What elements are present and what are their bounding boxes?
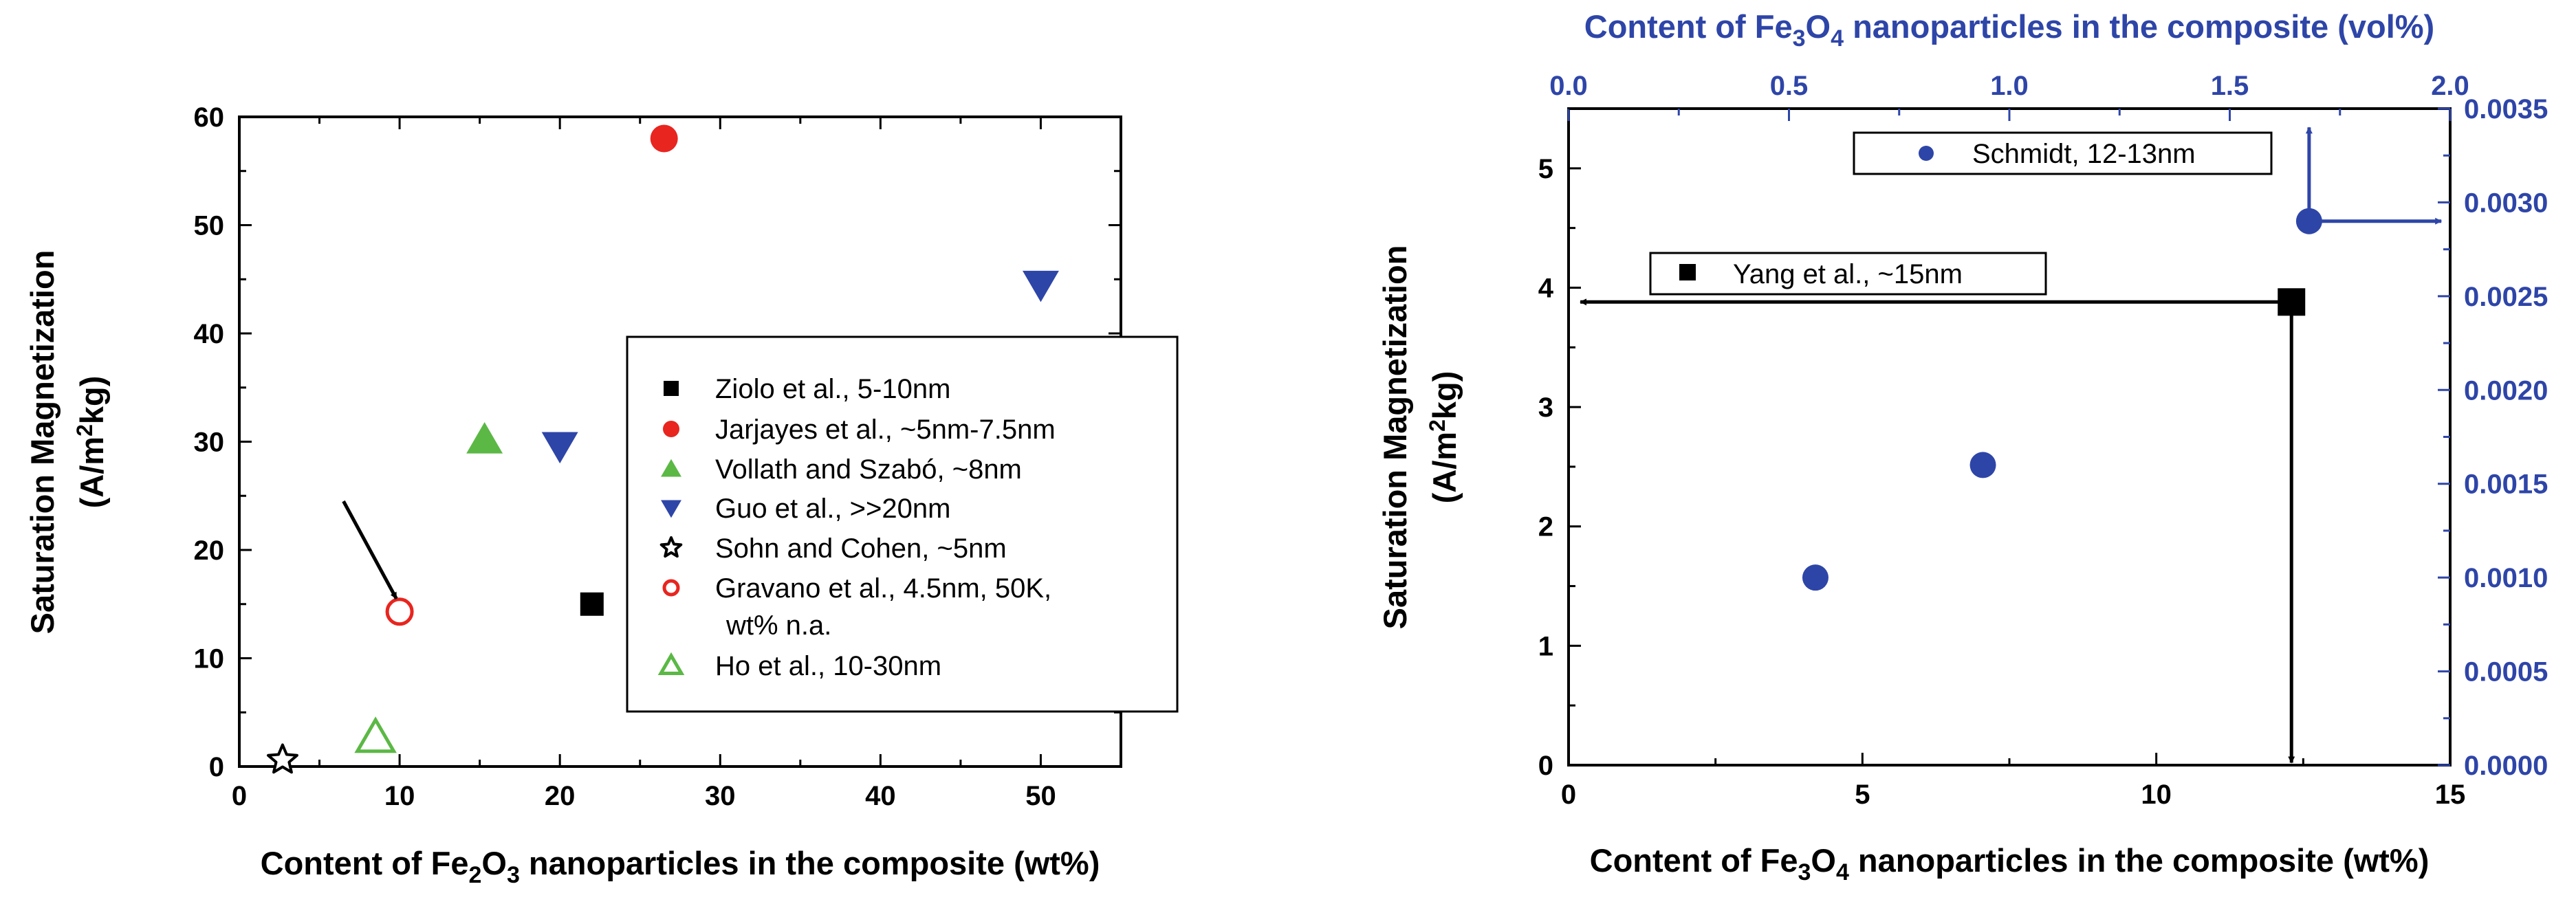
y-tick-label: 10 — [194, 644, 225, 674]
data-point-series-1 — [1802, 564, 1829, 591]
legend-label-3: Guo et al., >>20nm — [715, 494, 950, 524]
x-tick-label: 30 — [705, 781, 736, 811]
y-axis-title-left-line1: Saturation Magnetization — [24, 250, 61, 635]
legend-label-1: Jarjayes et al., ~5nm-7.5nm — [715, 415, 1056, 445]
data-point-series-0 — [2278, 288, 2306, 316]
x2-tick-label: 1.0 — [1990, 71, 2029, 101]
legend-left: Ziolo et al., 5-10nm Jarjayes et al., ~5n… — [626, 335, 1179, 713]
data-point-series-1 — [1969, 452, 1996, 478]
y-tick-label: 20 — [194, 536, 225, 566]
y-tick-label: 5 — [1538, 154, 1553, 184]
x-tick-label: 5 — [1855, 780, 1870, 810]
x-axis-title-right: Content of Fe3O4 nanoparticles in the co… — [1590, 842, 2430, 885]
legend-marker-5 — [662, 579, 680, 597]
left-ticks: 0 10 20 30 40 50 0 10 20 30 40 50 60 — [194, 102, 1122, 811]
legend-marker-4 — [659, 536, 683, 558]
x-tick-label: 15 — [2435, 780, 2466, 810]
x-tick-label: 10 — [384, 781, 415, 811]
left-annotations — [342, 500, 398, 600]
legend-marker-6 — [657, 652, 685, 675]
legend-marker-0 — [664, 381, 679, 396]
right-annotations — [1580, 126, 2443, 764]
data-point-series-1 — [650, 124, 678, 153]
y2-tick-label: 0.0015 — [2464, 470, 2548, 500]
y-tick-label: 2 — [1538, 512, 1553, 542]
legend-marker-2 — [661, 459, 681, 477]
plot-frame-right — [1567, 107, 2452, 767]
legend-box-yang — [1649, 252, 2047, 296]
legend-label-2: Vollath and Szabó, ~8nm — [715, 454, 1022, 485]
legend-label-4: Sohn and Cohen, ~5nm — [715, 533, 1007, 564]
y-tick-label: 40 — [194, 319, 225, 349]
y2-tick-label: 0.0020 — [2464, 375, 2548, 406]
legend-marker-1 — [663, 421, 679, 437]
x-tick-label: 40 — [865, 781, 896, 811]
x2-axis-title-right: Content of Fe3O4 nanoparticles in the co… — [1584, 8, 2434, 52]
legend-label-schmidt: Schmidt, 12-13nm — [1972, 139, 2196, 169]
data-point-series-1 — [2295, 208, 2322, 234]
x-tick-label: 10 — [2141, 780, 2172, 810]
y2-tick-label: 0.0005 — [2464, 657, 2548, 687]
y2-tick-label: 0.0025 — [2464, 282, 2548, 312]
y-tick-label: 3 — [1538, 393, 1553, 423]
chart-left: 0 10 20 30 40 50 0 10 20 30 40 50 60 Ziolo et al., 5… — [24, 102, 1179, 888]
legend-marker-schmidt — [1919, 146, 1934, 161]
legend-label-5: Gravano et al., 4.5nm, 50K, — [715, 573, 1051, 604]
x-tick-label: 0 — [232, 781, 247, 811]
x2-tick-label: 0.5 — [1770, 71, 1809, 101]
annotation-arrow — [342, 500, 398, 600]
legend-label-yang: Yang et al., ~15nm — [1733, 259, 1963, 289]
y2-tick-label: 0.0010 — [2464, 563, 2548, 593]
y-tick-label: 1 — [1538, 631, 1553, 661]
y2-tick-label: 0.0035 — [2464, 94, 2548, 124]
y-tick-label: 30 — [194, 428, 225, 458]
y-axis-title-right-line2: (A/m2kg) — [1425, 371, 1463, 504]
y2-tick-label: 0.0030 — [2464, 188, 2548, 218]
y-tick-label: 0 — [1538, 751, 1553, 781]
data-point-series-2 — [466, 422, 503, 454]
x2-tick-label: 1.5 — [2211, 71, 2249, 101]
legend-yang: Yang et al., ~15nm — [1649, 252, 2047, 296]
data-point-series-3 — [541, 432, 578, 464]
y2-tick-label: 0.0000 — [2464, 751, 2548, 781]
data-point-series-3 — [1023, 270, 1059, 302]
chart-right: 0 5 10 15 0.0 0.5 1.0 1.5 2.0 0 1 2 3 4 5 0.0000 0.0005 0… — [1377, 8, 2548, 885]
left-points — [267, 124, 1059, 774]
y-axis-title-right-line1: Saturation Magnetization — [1377, 245, 1413, 630]
legend-label-0: Ziolo et al., 5-10nm — [715, 374, 950, 404]
y-tick-label: 4 — [1538, 273, 1554, 303]
legend-schmidt: Schmidt, 12-13nm — [1853, 131, 2273, 175]
right-points — [1802, 208, 2322, 591]
y-tick-label: 0 — [209, 752, 224, 782]
data-point-series-6 — [354, 716, 397, 753]
x2-tick-label: 2.0 — [2431, 71, 2469, 101]
y-tick-label: 50 — [194, 211, 225, 241]
x-tick-label: 0 — [1561, 780, 1576, 810]
legend-label-5-line2: wt% n.a. — [725, 610, 831, 641]
x-tick-label: 20 — [545, 781, 576, 811]
x-axis-title-left: Content of Fe2O3 nanoparticles in the co… — [261, 845, 1100, 888]
data-point-series-5 — [385, 597, 414, 626]
data-point-series-4 — [267, 743, 298, 774]
legend-label-6: Ho et al., 10-30nm — [715, 651, 941, 681]
y-tick-label: 60 — [194, 102, 225, 133]
x-tick-label: 50 — [1025, 781, 1056, 811]
legend-box — [626, 335, 1179, 713]
legend-marker-yang — [1679, 264, 1696, 280]
y-axis-title-left-line2: (A/m2kg) — [72, 376, 110, 509]
right-ticks: 0 5 10 15 0.0 0.5 1.0 1.5 2.0 0 1 2 3 4 5 0.0000 0.0005 0… — [1538, 71, 2548, 810]
x2-tick-label: 0.0 — [1549, 71, 1588, 101]
data-point-series-0 — [580, 592, 604, 616]
legend-marker-3 — [661, 500, 681, 518]
